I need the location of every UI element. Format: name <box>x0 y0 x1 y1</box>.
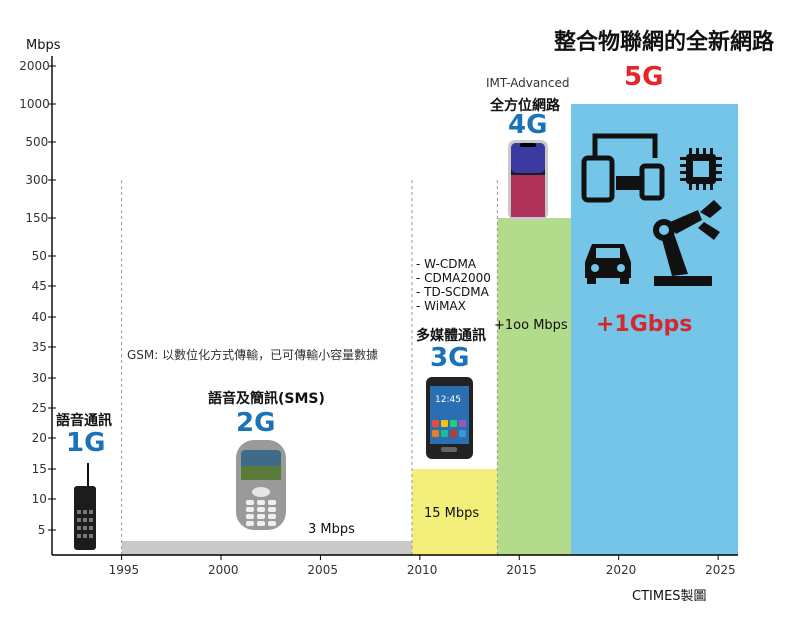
y-tick-label-40: 40 <box>31 310 47 324</box>
svg-text:12:45: 12:45 <box>435 395 461 405</box>
gen-name-3G: 3G <box>430 343 470 373</box>
y-tick-label-25: 25 <box>31 401 47 415</box>
y-axis-label: Mbps <box>26 38 61 53</box>
gen-title-2G: 語音及簡訊(SMS) <box>208 391 325 407</box>
x-tick-label-2000: 2000 <box>208 563 239 577</box>
y-tick-label-35: 35 <box>31 340 47 354</box>
credit-label: CTIMES製圖 <box>632 589 707 604</box>
y-tick-label-500: 500 <box>25 135 49 149</box>
x-tick-label-1995: 1995 <box>108 563 140 577</box>
bar-label-3G: 15 Mbps <box>424 506 480 521</box>
gen-name-5G: 5G <box>624 62 664 92</box>
bar-label-2G: 3 Mbps <box>308 522 355 537</box>
gen-title-1G: 語音通訊 <box>56 413 112 429</box>
phone-1g-icon <box>74 463 96 550</box>
bar-4G <box>497 218 571 555</box>
x-tick-label-2015: 2015 <box>506 563 537 577</box>
y-tick-label-45: 45 <box>31 279 47 293</box>
gsm-note: GSM: 以數位化方式傳輸，已可傳輸小容量數據 <box>127 348 379 362</box>
x-tick-label-2005: 2005 <box>307 563 338 577</box>
y-tick-label-1000: 1000 <box>19 97 50 111</box>
bar-3G <box>411 469 498 555</box>
phone-4g-icon <box>508 140 548 220</box>
chart-title: 整合物聯網的全新網路 <box>553 30 774 55</box>
y-tick-label-5: 5 <box>37 523 46 537</box>
x-tick-label-2010: 2010 <box>406 563 438 577</box>
y-tick-label-30: 30 <box>31 371 47 385</box>
gen-name-4G: 4G <box>508 110 548 140</box>
iot-icons-5g <box>581 133 722 286</box>
gen-title-3G: 多媒體通訊 <box>416 328 486 344</box>
standard-3g-1: - CDMA2000 <box>416 271 491 285</box>
bar-label-5G: +1Gbps <box>596 312 693 337</box>
gen-name-1G: 1G <box>66 428 106 458</box>
bar-label-4G: +1oo Mbps <box>494 318 568 333</box>
y-tick-label-10: 10 <box>31 492 47 506</box>
y-tick-label-50: 50 <box>31 249 47 263</box>
phone-2g-icon <box>236 440 286 530</box>
gen-subtitle-4G: IMT-Advanced <box>486 76 570 90</box>
phone-3g-icon: 12:45 <box>426 377 473 459</box>
y-tick-label-150: 150 <box>25 211 49 225</box>
x-tick-label-2025: 2025 <box>705 563 736 577</box>
y-tick-label-300: 300 <box>25 173 49 187</box>
bar-2G <box>121 541 412 555</box>
standard-3g-0: - W-CDMA <box>416 257 477 271</box>
gen-name-2G: 2G <box>236 408 276 438</box>
gen-title-4G: 全方位網路 <box>490 98 560 114</box>
standard-3g-3: - WiMAX <box>416 299 466 313</box>
x-tick-label-2020: 2020 <box>605 563 637 577</box>
y-tick-label-15: 15 <box>31 462 47 476</box>
standard-3g-2: - TD-SCDMA <box>416 285 489 299</box>
y-tick-label-20: 20 <box>31 431 47 445</box>
y-tick-label-2000: 2000 <box>19 59 50 73</box>
